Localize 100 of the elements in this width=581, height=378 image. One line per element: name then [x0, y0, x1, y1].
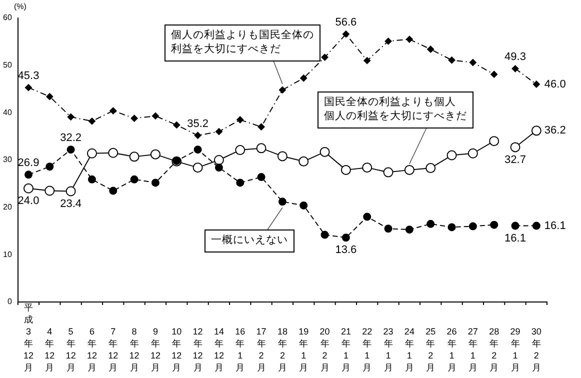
data-label: 36.2: [544, 124, 566, 137]
data-label: 56.6: [335, 16, 357, 29]
point: [405, 226, 414, 234]
x-tick-label: 17年2月: [256, 326, 266, 372]
point: [236, 116, 244, 124]
x-tick-label: 5年12月: [66, 326, 76, 372]
point: [194, 132, 202, 139]
point: [427, 46, 434, 53]
point: [512, 65, 519, 72]
point: [86, 148, 97, 158]
point: [468, 148, 478, 158]
x-tick-label: 9年12月: [150, 326, 160, 372]
text: 国民全体の利益よりも個人個人の利益を大切にすべきだ: [324, 95, 467, 122]
point: [363, 212, 372, 221]
point: [173, 121, 180, 128]
point: [46, 93, 54, 100]
point: [130, 114, 138, 122]
point: [278, 86, 286, 94]
x-tick-label: 19年1月: [298, 326, 309, 372]
x-tick-label: 28年2月: [489, 326, 500, 372]
x-tick-label: 4年12月: [44, 326, 55, 372]
point: [109, 186, 118, 195]
point: [44, 186, 55, 196]
point: [24, 84, 32, 92]
point: [66, 186, 76, 196]
data-label: 49.3: [504, 51, 526, 64]
point: [490, 70, 498, 78]
point: [300, 74, 308, 82]
data-label: 32.7: [504, 154, 526, 166]
point: [531, 126, 542, 136]
x-tick-label: 10年12月: [172, 326, 182, 372]
point: [277, 151, 288, 162]
point: [88, 118, 96, 125]
x-tick-label: 24年1月: [404, 326, 414, 372]
x-tick-label: 12年12月: [192, 326, 203, 372]
point: [426, 163, 436, 174]
series-label: 個人の利益よりも国民全体の利益を大切にすべきだ: [171, 28, 314, 56]
point: [152, 112, 159, 120]
point: [406, 36, 413, 43]
point: [298, 156, 309, 166]
point: [342, 234, 350, 242]
point: [510, 142, 520, 152]
y-tick-label: 50: [2, 60, 12, 70]
point: [321, 54, 328, 61]
data-label: 13.6: [335, 244, 357, 256]
y-tick-label: 60: [2, 13, 12, 22]
y-tick-label: 0: [7, 297, 12, 306]
data-label: 16.1: [544, 220, 566, 232]
point: [532, 222, 540, 230]
y-tick-label: 20: [2, 202, 12, 212]
point: [215, 128, 222, 136]
point: [342, 30, 350, 38]
point: [404, 164, 414, 175]
y-axis-title: (%): [14, 2, 27, 12]
point: [235, 145, 246, 156]
point: [446, 150, 457, 160]
point: [214, 164, 223, 172]
point: [66, 146, 75, 154]
point: [340, 164, 351, 175]
point: [384, 224, 392, 233]
point: [24, 170, 32, 179]
x-tick-label: 29年1月: [510, 326, 520, 372]
point: [384, 38, 392, 45]
point: [468, 222, 477, 230]
point: [194, 146, 202, 154]
x-tick-label: 21年1月: [340, 326, 351, 372]
point: [151, 178, 160, 187]
point: [258, 123, 265, 130]
point: [67, 113, 74, 120]
point: [511, 222, 520, 230]
point: [236, 178, 244, 187]
point: [23, 183, 34, 194]
point: [490, 220, 498, 229]
point: [108, 148, 118, 158]
x-tick-label: 30年2月: [531, 326, 542, 372]
x-tick-label: 20年2月: [320, 326, 330, 372]
data-label: 26.9: [18, 157, 40, 170]
x-tick-label: 25年2月: [426, 326, 436, 372]
point: [383, 167, 394, 178]
point: [278, 198, 286, 206]
y-tick-label: 30: [2, 155, 12, 164]
x-tick-label: 27年1月: [468, 326, 478, 372]
point: [532, 80, 540, 88]
point: [489, 136, 500, 146]
x-tick-label: 22年1月: [362, 326, 372, 372]
point: [110, 107, 117, 114]
point: [426, 220, 435, 228]
text: 一概にいえない: [211, 234, 288, 246]
x-tick-label: 23年1月: [383, 326, 394, 372]
point: [88, 175, 96, 184]
x-tick-label: 18年2月: [277, 326, 288, 372]
point: [257, 173, 266, 182]
point: [46, 162, 54, 171]
point: [448, 56, 456, 64]
data-label: 16.1: [504, 232, 526, 244]
data-label: 46.0: [544, 78, 566, 90]
point: [129, 152, 140, 162]
data-label: 24.0: [18, 194, 40, 207]
point: [130, 175, 138, 184]
x-tick-label: 平成3年12月: [23, 302, 34, 372]
